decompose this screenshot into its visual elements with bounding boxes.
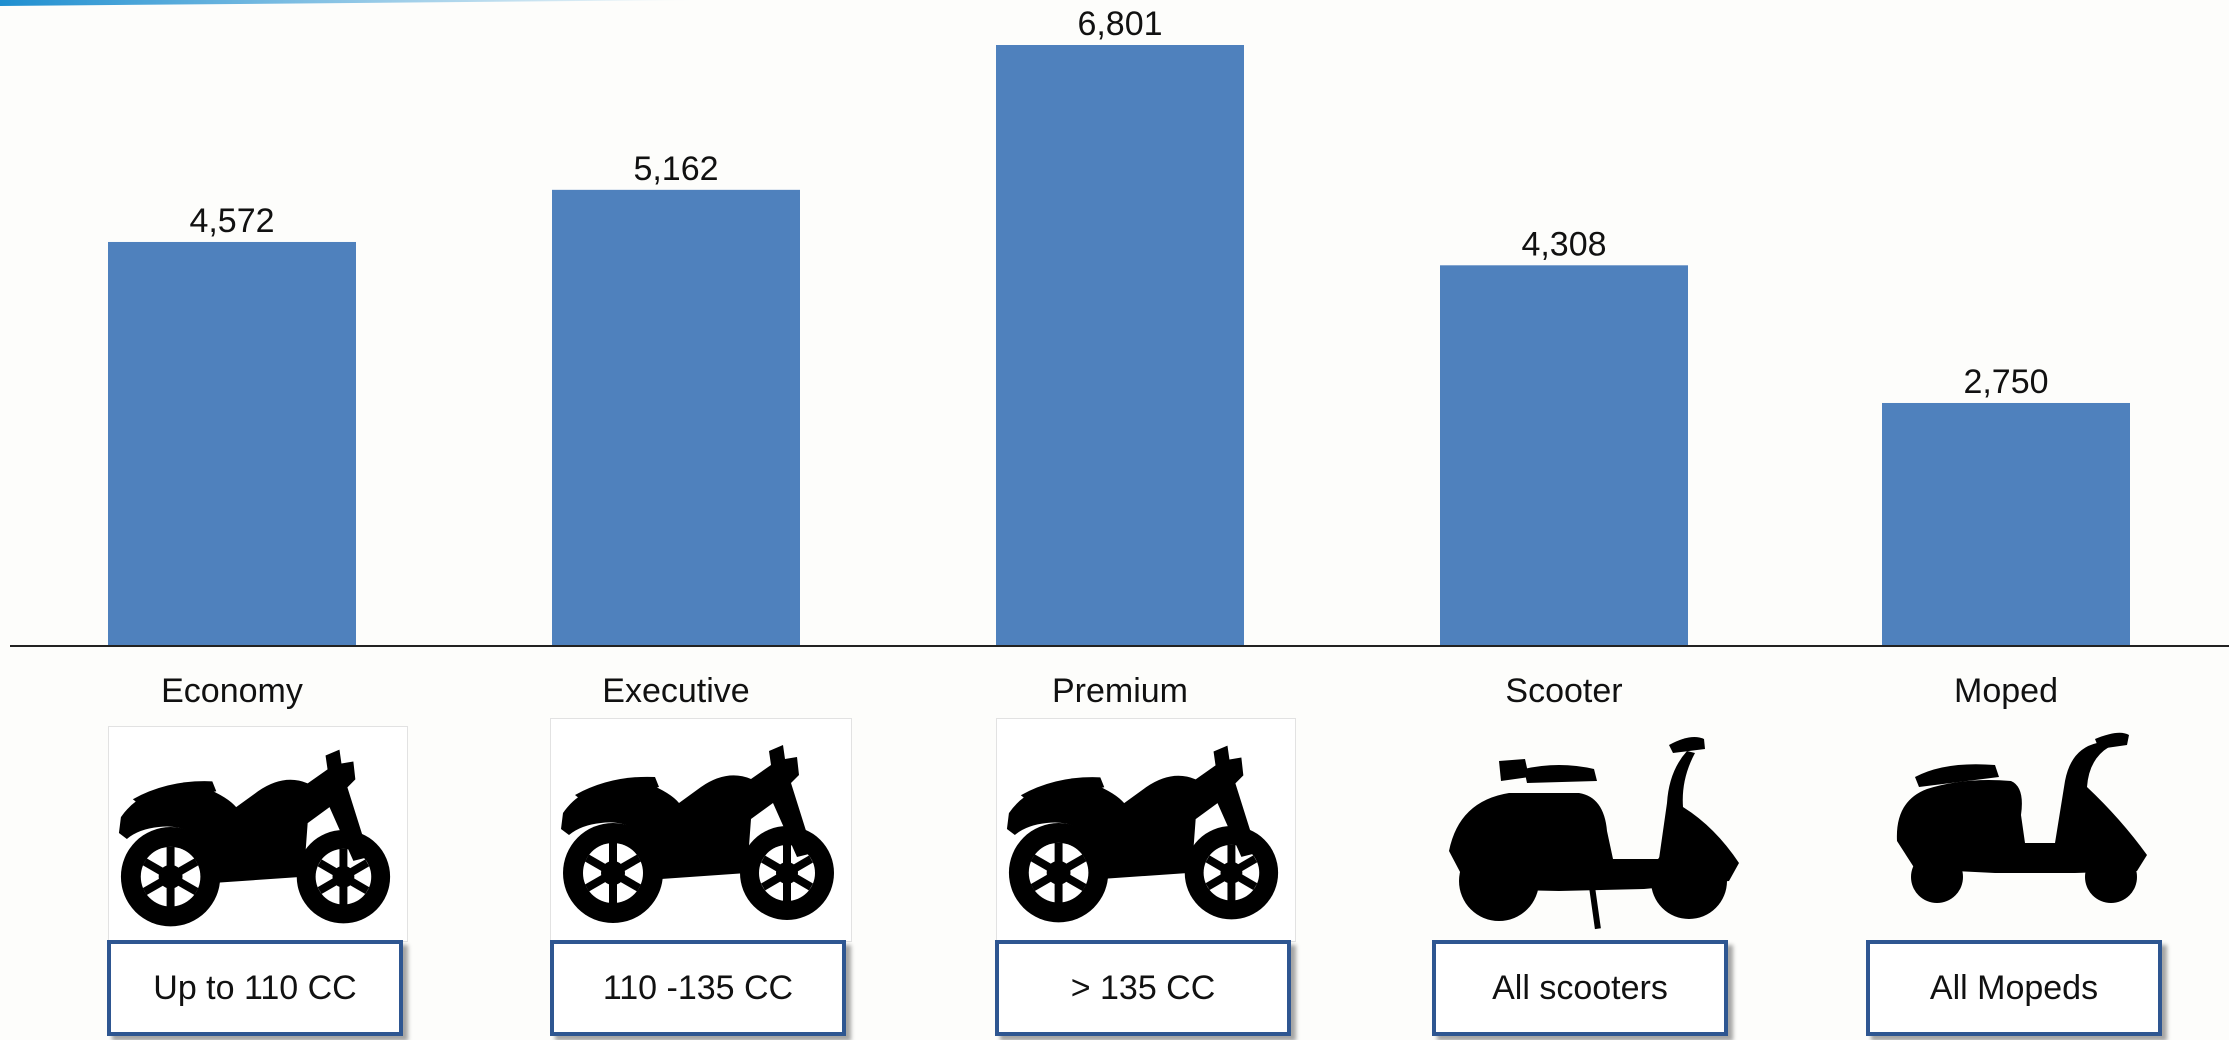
range-box-executive: 110 -135 CC <box>550 940 846 1036</box>
category-label-premium: Premium <box>1052 672 1188 710</box>
category-label-economy: Economy <box>161 672 303 710</box>
range-label-moped: All Mopeds <box>1929 968 2099 1007</box>
range-box-moped: All Mopeds <box>1866 940 2162 1036</box>
value-label-economy: 4,572 <box>189 202 274 240</box>
value-label-moped: 2,750 <box>1963 363 2048 401</box>
value-labels: 4,572 5,162 6,801 4,308 2,750 <box>189 5 2048 401</box>
executive-motorcycle-icon <box>550 718 852 942</box>
moped-icon <box>1874 730 2164 918</box>
range-label-scooter: All scooters <box>1492 968 1668 1007</box>
category-label-executive: Executive <box>602 672 749 710</box>
bar-scooter <box>1440 265 1688 646</box>
range-label-premium: > 135 CC <box>1070 968 1216 1007</box>
range-box-premium: > 135 CC <box>995 940 1291 1036</box>
premium-motorcycle-icon <box>996 718 1296 942</box>
bars <box>108 45 2130 647</box>
range-label-economy: Up to 110 CC <box>153 968 357 1007</box>
economy-motorcycle-icon <box>108 726 408 942</box>
range-label-executive: 110 -135 CC <box>602 968 794 1007</box>
value-label-premium: 6,801 <box>1077 5 1162 43</box>
category-label-moped: Moped <box>1954 672 2058 710</box>
range-box-economy: Up to 110 CC <box>107 940 403 1036</box>
value-label-scooter: 4,308 <box>1521 225 1606 263</box>
bar-executive <box>552 189 800 646</box>
scooter-icon <box>1428 730 1754 932</box>
category-label-scooter: Scooter <box>1505 672 1622 710</box>
value-label-executive: 5,162 <box>633 150 718 188</box>
bar-economy <box>108 241 356 647</box>
top-accent-stripe <box>0 0 700 6</box>
range-box-scooter: All scooters <box>1432 940 1728 1036</box>
category-labels: Economy Executive Premium Scooter Moped <box>161 672 2058 710</box>
bar-moped <box>1882 402 2130 646</box>
bar-premium <box>996 45 1244 646</box>
